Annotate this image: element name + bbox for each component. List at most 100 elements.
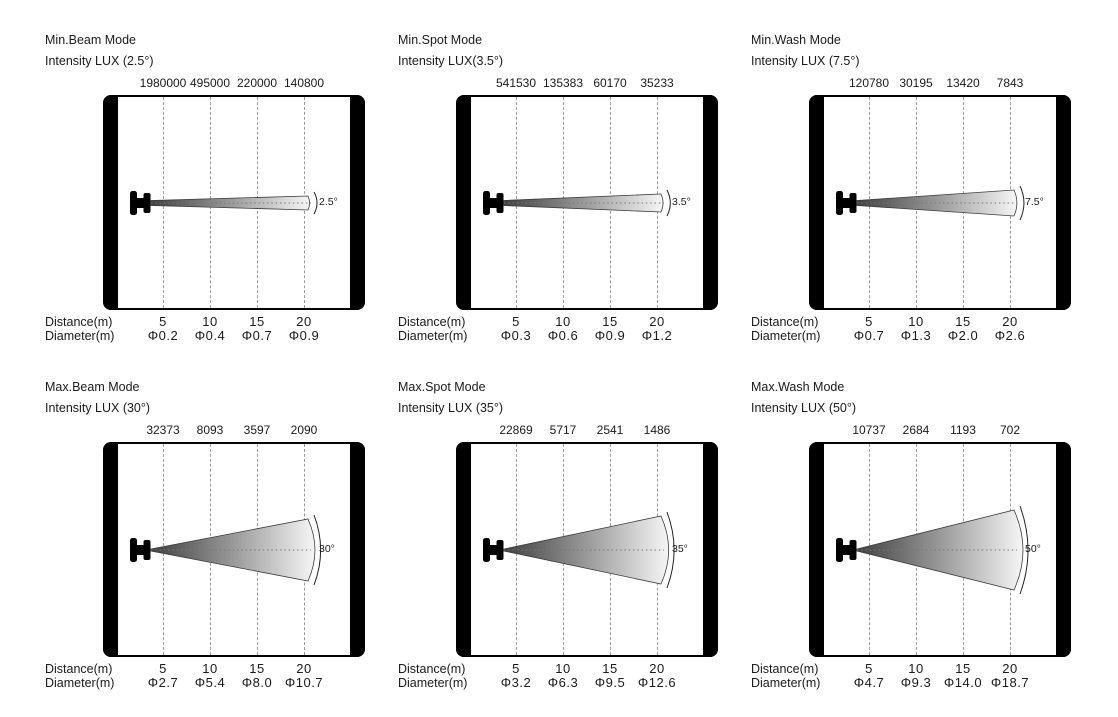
fixture-icon xyxy=(483,191,504,215)
distance-value: 10 xyxy=(555,314,571,329)
distance-row: Distance(m) 5 10 15 20 xyxy=(751,314,1103,329)
distance-row: Distance(m) 5 10 15 20 xyxy=(45,314,397,329)
left-wall xyxy=(809,442,824,657)
distance-value: 10 xyxy=(202,314,218,329)
angle-arc xyxy=(313,191,318,215)
diameter-value: Φ8.0 xyxy=(241,675,273,690)
angle-arc xyxy=(666,511,675,589)
diameter-row: Diameter(m) Φ0.2 Φ0.4 Φ0.7 Φ0.9 xyxy=(45,328,397,343)
beam-diagram xyxy=(809,95,1071,310)
angle-arc xyxy=(666,189,671,217)
beam-cone-shape xyxy=(150,195,310,211)
intensity-value: 135383 xyxy=(542,76,584,90)
beam-angle-label: 35° xyxy=(672,543,688,555)
intensity-values: 22869 5717 2541 1486 xyxy=(398,423,750,438)
left-wall xyxy=(103,442,118,657)
intensity-value: 541530 xyxy=(495,76,537,90)
distance-value: 15 xyxy=(602,661,618,676)
intensity-value: 120780 xyxy=(848,76,890,90)
right-wall xyxy=(703,95,718,310)
intensity-value: 1486 xyxy=(643,423,671,437)
distance-value: 10 xyxy=(555,661,571,676)
distance-value: 20 xyxy=(296,661,312,676)
panel-subtitle: Intensity LUX (50°) xyxy=(751,401,857,415)
beam-cone xyxy=(130,191,318,215)
intensity-value: 22869 xyxy=(499,423,533,437)
right-wall xyxy=(703,442,718,657)
angle-arc xyxy=(313,514,322,586)
distance-value: 10 xyxy=(908,314,924,329)
intensity-value: 1193 xyxy=(950,423,976,437)
right-wall xyxy=(350,442,365,657)
intensity-value: 32373 xyxy=(146,423,180,437)
distance-value: 5 xyxy=(865,314,873,329)
panel-min-spot: Min.Spot Mode Intensity LUX(3.5°) 541530… xyxy=(398,23,750,370)
intensity-values: 120780 30195 13420 7843 xyxy=(751,76,1103,91)
diameter-value: Φ0.4 xyxy=(194,328,226,343)
beam-cone xyxy=(483,189,671,217)
panel-max-spot: Max.Spot Mode Intensity LUX (35°) 22869 … xyxy=(398,370,750,717)
panel-title: Max.Spot Mode xyxy=(398,380,486,394)
panel-min-wash: Min.Wash Mode Intensity LUX (7.5°) 12078… xyxy=(751,23,1103,370)
intensity-value: 5717 xyxy=(549,423,577,437)
panel-subtitle: Intensity LUX (30°) xyxy=(45,401,151,415)
diameter-row: Diameter(m) Φ3.2 Φ6.3 Φ9.5 Φ12.6 xyxy=(398,675,750,690)
diameter-value: Φ0.7 xyxy=(853,328,885,343)
panel-max-beam: Max.Beam Mode Intensity LUX (30°) 32373 … xyxy=(45,370,397,717)
distance-row: Distance(m) 5 10 15 20 xyxy=(398,661,750,676)
panel-title: Min.Beam Mode xyxy=(45,33,137,47)
diameter-value: Φ1.2 xyxy=(641,328,673,343)
intensity-value: 8093 xyxy=(196,423,224,437)
distance-value: 10 xyxy=(202,661,218,676)
distance-label: Distance(m) xyxy=(751,315,819,329)
angle-arc xyxy=(1019,505,1029,595)
intensity-value: 13420 xyxy=(946,76,980,90)
diameter-label: Diameter(m) xyxy=(751,329,821,343)
diameter-value: Φ6.3 xyxy=(547,675,579,690)
panel-subtitle: Intensity LUX(3.5°) xyxy=(398,54,504,68)
fixture-icon xyxy=(836,191,857,215)
panel-title: Min.Spot Mode xyxy=(398,33,483,47)
diameter-row: Diameter(m) Φ0.7 Φ1.3 Φ2.0 Φ2.6 xyxy=(751,328,1103,343)
distance-label: Distance(m) xyxy=(45,662,113,676)
panel-title: Max.Beam Mode xyxy=(45,380,140,394)
distance-row: Distance(m) 5 10 15 20 xyxy=(751,661,1103,676)
diameter-value: Φ9.5 xyxy=(594,675,626,690)
intensity-value: 30195 xyxy=(899,76,933,90)
beam-diagram xyxy=(103,442,365,657)
beam-angle-label: 2.5° xyxy=(319,196,338,208)
beam-angle-label: 3.5° xyxy=(672,196,691,208)
right-wall xyxy=(350,95,365,310)
distance-value: 10 xyxy=(908,661,924,676)
diameter-value: Φ14.0 xyxy=(943,675,983,690)
fixture-icon xyxy=(130,191,151,215)
distance-value: 15 xyxy=(955,661,971,676)
beam-cone xyxy=(836,505,1029,595)
panel-subtitle: Intensity LUX (35°) xyxy=(398,401,504,415)
diameter-row: Diameter(m) Φ0.3 Φ0.6 Φ0.9 Φ1.2 xyxy=(398,328,750,343)
distance-value: 20 xyxy=(296,314,312,329)
diameter-value: Φ10.7 xyxy=(284,675,324,690)
beam-cone xyxy=(483,511,675,589)
diameter-value: Φ5.4 xyxy=(194,675,226,690)
diameter-value: Φ18.7 xyxy=(990,675,1030,690)
fixture-icon xyxy=(483,538,504,562)
distance-value: 5 xyxy=(159,661,167,676)
distance-value: 20 xyxy=(649,314,665,329)
diameter-value: Φ0.6 xyxy=(547,328,579,343)
distance-label: Distance(m) xyxy=(398,315,466,329)
left-wall xyxy=(809,95,824,310)
panel-subtitle: Intensity LUX (7.5°) xyxy=(751,54,860,68)
intensity-value: 2684 xyxy=(902,423,930,437)
distance-value: 15 xyxy=(955,314,971,329)
distance-value: 15 xyxy=(249,661,265,676)
distance-value: 5 xyxy=(512,661,520,676)
diameter-value: Φ12.6 xyxy=(637,675,677,690)
intensity-value: 2541 xyxy=(596,423,624,437)
beam-angle-label: 7.5° xyxy=(1025,196,1044,208)
diameter-value: Φ4.7 xyxy=(853,675,885,690)
intensity-value: 60170 xyxy=(593,76,627,90)
intensity-values: 32373 8093 3597 2090 xyxy=(45,423,397,438)
distance-label: Distance(m) xyxy=(751,662,819,676)
